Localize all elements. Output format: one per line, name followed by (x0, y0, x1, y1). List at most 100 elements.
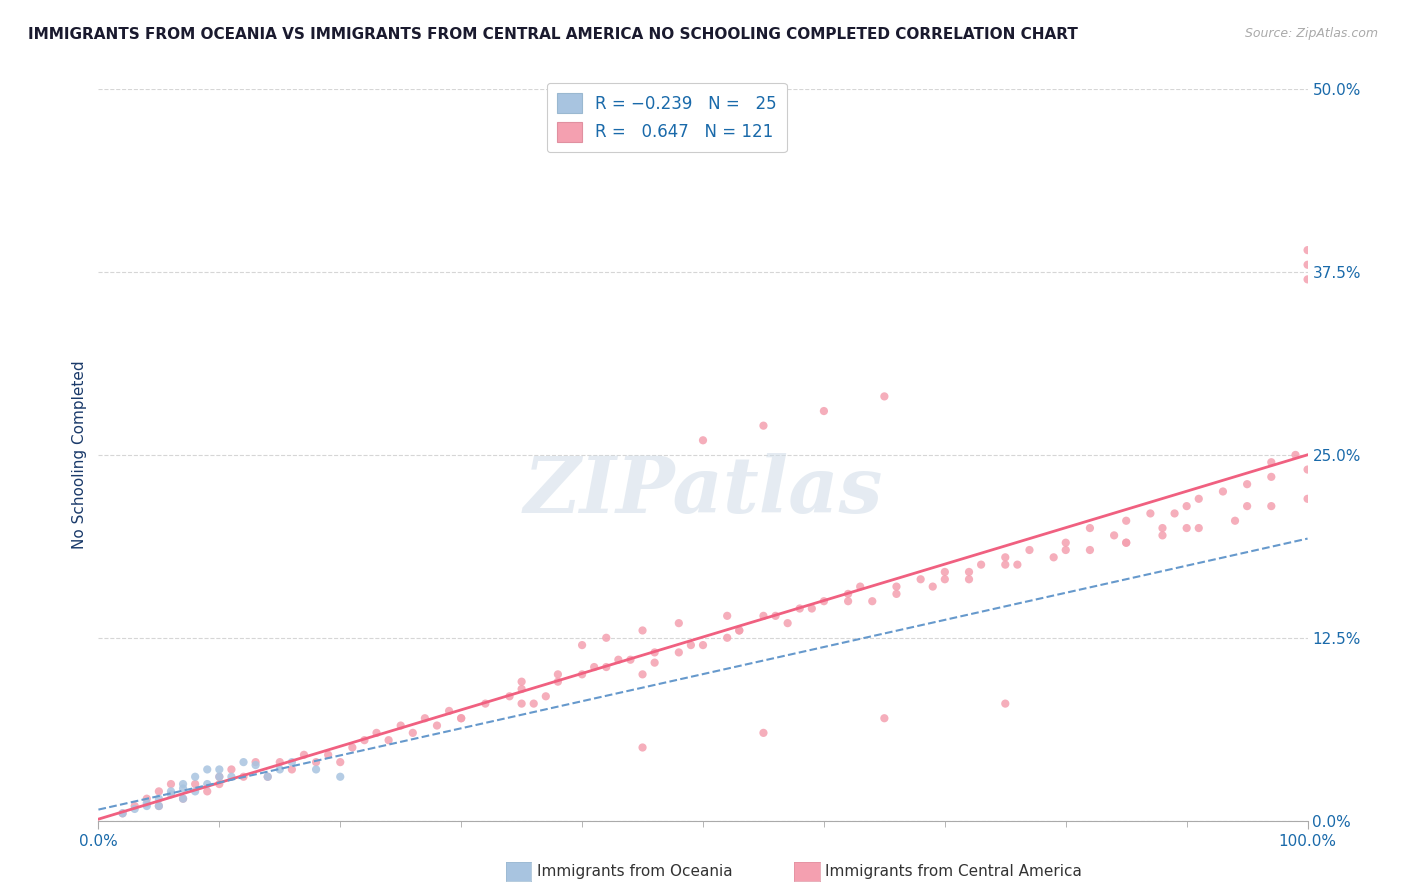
Point (1054, 535, 1077, 549)
Point (813, 404, 835, 418)
Point (1115, 535, 1137, 549)
Point (195, 784, 218, 798)
Point (886, 587, 908, 601)
Point (1042, 550, 1064, 565)
Point (498, 690, 520, 704)
Point (728, 624, 751, 638)
Point (426, 718, 449, 732)
Point (994, 697, 1017, 711)
Point (970, 558, 993, 572)
Point (1115, 535, 1137, 549)
Point (692, 638, 714, 652)
Point (184, 777, 207, 791)
Point (1163, 507, 1185, 521)
Point (1078, 521, 1101, 535)
Point (679, 638, 702, 652)
Point (135, 796, 157, 810)
Point (1296, 462, 1319, 476)
Point (910, 572, 932, 586)
Point (111, 806, 134, 821)
Point (377, 733, 399, 747)
Point (631, 667, 654, 681)
Point (1078, 543, 1101, 558)
Point (208, 770, 231, 784)
Point (692, 434, 714, 448)
Point (644, 645, 666, 659)
Point (402, 726, 425, 740)
Point (1223, 514, 1246, 528)
Point (316, 747, 339, 762)
Point (1284, 448, 1306, 462)
Point (1152, 521, 1174, 535)
Point (389, 718, 412, 732)
Point (523, 697, 546, 711)
Point (534, 690, 557, 704)
Point (1260, 470, 1282, 484)
Point (994, 558, 1017, 572)
Point (195, 763, 218, 777)
Point (1152, 528, 1174, 542)
Point (752, 608, 775, 623)
Point (172, 791, 194, 805)
Point (160, 777, 183, 791)
Point (860, 594, 883, 608)
Legend: R = −0.239   N =   25, R =   0.647   N = 121: R = −0.239 N = 25, R = 0.647 N = 121 (547, 83, 787, 152)
Point (849, 580, 872, 594)
Point (292, 747, 315, 762)
Point (716, 608, 738, 623)
Point (305, 763, 328, 777)
Point (353, 733, 375, 747)
Text: IMMIGRANTS FROM OCEANIA VS IMMIGRANTS FROM CENTRAL AMERICA NO SCHOOLING COMPLETE: IMMIGRANTS FROM OCEANIA VS IMMIGRANTS FR… (28, 27, 1078, 42)
Point (813, 594, 835, 608)
Point (1139, 507, 1161, 521)
Point (281, 763, 304, 777)
Text: Source: ZipAtlas.com: Source: ZipAtlas.com (1244, 27, 1378, 40)
Point (994, 550, 1017, 565)
Point (644, 656, 666, 670)
Point (607, 653, 630, 667)
Point (148, 799, 170, 814)
Point (886, 580, 908, 594)
Point (837, 587, 859, 601)
Point (474, 697, 496, 711)
Point (221, 770, 243, 784)
Point (172, 791, 194, 805)
Point (1236, 499, 1258, 513)
Point (437, 704, 460, 718)
Point (342, 740, 364, 755)
Point (837, 594, 859, 608)
Text: ZIPatlas: ZIPatlas (523, 453, 883, 530)
Point (269, 755, 291, 769)
Point (184, 784, 207, 798)
Point (752, 726, 775, 740)
Point (148, 784, 170, 798)
Point (148, 791, 170, 805)
Point (329, 770, 352, 784)
Point (1102, 528, 1125, 542)
Point (281, 755, 304, 769)
Point (329, 755, 352, 769)
Point (547, 674, 569, 689)
Text: Immigrants from Oceania: Immigrants from Oceania (537, 864, 733, 879)
Point (305, 755, 328, 769)
Point (1260, 455, 1282, 469)
Point (728, 624, 751, 638)
Point (934, 565, 956, 579)
Point (172, 781, 194, 796)
Point (571, 667, 593, 681)
Y-axis label: No Schooling Completed: No Schooling Completed (72, 360, 87, 549)
Point (583, 660, 606, 674)
Point (160, 787, 183, 801)
Point (921, 580, 943, 594)
Point (668, 645, 690, 659)
Point (184, 770, 207, 784)
Point (245, 758, 267, 772)
Point (1296, 258, 1319, 272)
Point (631, 740, 654, 755)
Point (934, 572, 956, 586)
Point (1175, 521, 1198, 535)
Point (450, 711, 472, 725)
Point (124, 802, 146, 816)
Point (1175, 499, 1198, 513)
Point (1007, 558, 1029, 572)
